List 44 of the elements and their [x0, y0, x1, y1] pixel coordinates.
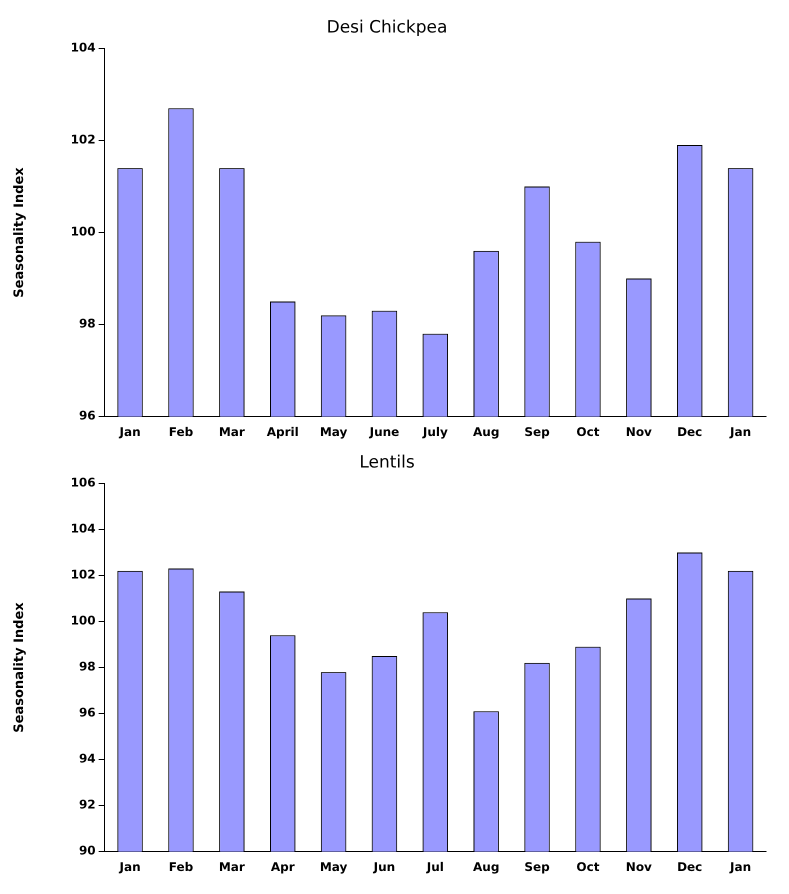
x-tick-label: Jun [372, 860, 396, 874]
y-tick-label: 96 [78, 706, 96, 720]
x-tick-label: Nov [626, 424, 652, 439]
x-tick-label: Aug [472, 424, 500, 439]
y-tick-label: 90 [78, 844, 96, 858]
y-tick-label: 104 [70, 522, 96, 536]
chart-title: Lentils [359, 452, 415, 473]
x-tick-label: Dec [677, 424, 702, 439]
x-tick-label: Oct [576, 860, 600, 874]
x-tick-label: Jan [118, 860, 141, 874]
x-tick-label: Feb [168, 424, 194, 439]
y-tick-label: 98 [78, 660, 96, 674]
x-tick-label: June [368, 424, 400, 439]
x-tick-label: Feb [168, 860, 194, 874]
x-tick-label: Jan [729, 424, 752, 439]
x-tick-label: Dec [677, 860, 702, 874]
x-tick-label: May [320, 860, 348, 874]
x-tick-label: Jul [426, 860, 444, 874]
y-axis-title: Seasonality Index [12, 166, 28, 298]
y-tick-label: 94 [78, 752, 96, 766]
y-tick-label: 106 [70, 476, 96, 490]
chart-title: Desi Chickpea [326, 18, 448, 38]
y-tick-label: 92 [78, 798, 96, 812]
x-tick-label: Mar [218, 424, 245, 439]
x-tick-label: Jan [729, 860, 752, 874]
x-tick-label: Mar [218, 860, 245, 874]
x-tick-label: Oct [576, 424, 600, 439]
x-tick-label: Sep [524, 860, 550, 874]
y-tick-label: 102 [70, 132, 96, 147]
y-tick-label: 100 [70, 614, 96, 628]
y-tick-label: 96 [78, 408, 96, 423]
y-tick-label: 102 [70, 568, 96, 582]
x-tick-label: Sep [524, 424, 550, 439]
y-tick-label: 98 [78, 316, 96, 331]
x-tick-label: Apr [270, 860, 295, 874]
x-tick-label: Jan [118, 424, 141, 439]
x-tick-label: April [266, 424, 299, 439]
x-tick-label: Nov [626, 860, 652, 874]
y-axis-title: Seasonality Index [12, 602, 28, 733]
x-tick-label: May [320, 424, 348, 439]
x-tick-label: July [422, 424, 448, 439]
y-tick-label: 104 [70, 40, 96, 55]
x-tick-label: Aug [472, 860, 500, 874]
y-tick-label: 100 [70, 224, 96, 239]
